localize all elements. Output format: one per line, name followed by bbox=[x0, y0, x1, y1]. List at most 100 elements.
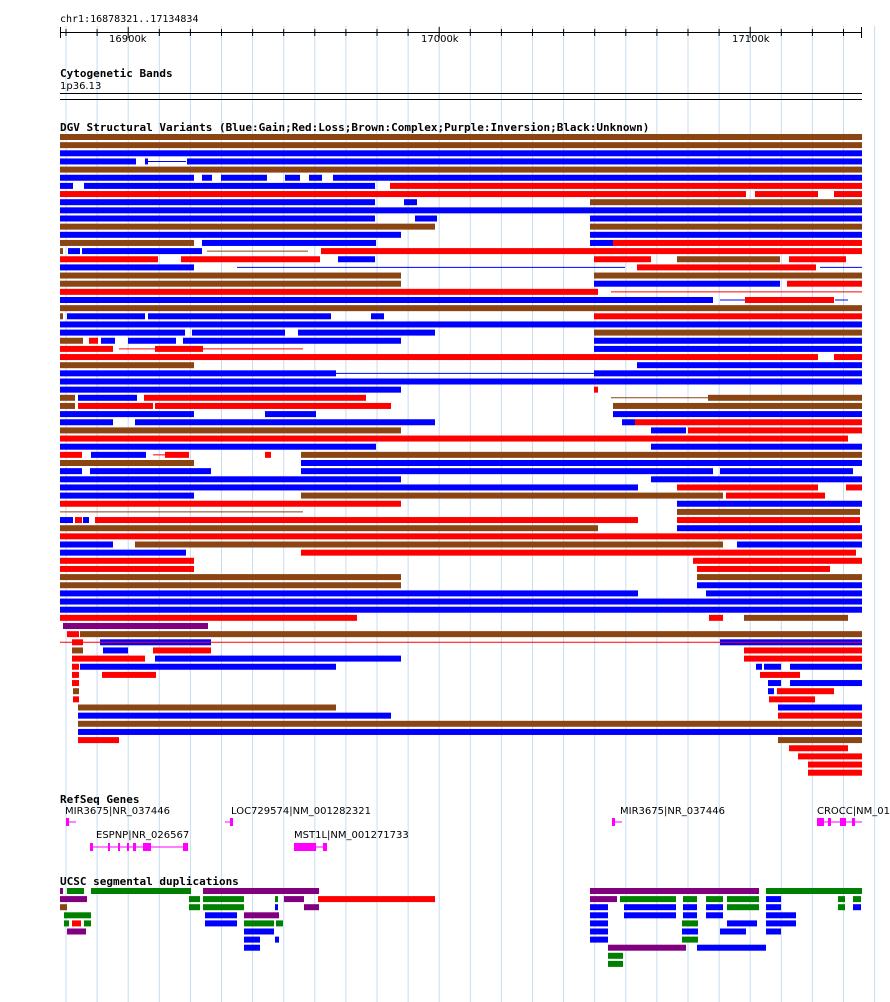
espnp-gene-exon bbox=[118, 843, 120, 851]
sv-feature bbox=[221, 174, 267, 181]
segdup-feature bbox=[608, 952, 623, 959]
segdup-feature bbox=[244, 936, 260, 943]
sv-feature bbox=[72, 663, 79, 670]
segdup-feature bbox=[67, 928, 86, 935]
sv-feature bbox=[590, 239, 613, 246]
sv-feature bbox=[78, 720, 862, 727]
sv-feature bbox=[677, 484, 818, 491]
gene-label-mir3675-right[interactable]: MIR3675|NR_037446 bbox=[620, 806, 725, 817]
segdup-feature bbox=[189, 896, 200, 903]
segdup-feature bbox=[766, 928, 781, 935]
sv-feature bbox=[846, 484, 862, 491]
refseq-track-title[interactable]: RefSeq Genes bbox=[60, 793, 140, 806]
sv-feature bbox=[301, 549, 856, 556]
segdup-track[interactable] bbox=[0, 880, 890, 1000]
sv-feature bbox=[594, 329, 862, 336]
sv-feature bbox=[60, 223, 435, 230]
sv-feature bbox=[726, 492, 825, 499]
dgv-track[interactable] bbox=[0, 130, 890, 790]
mir3675-left-gene-exon bbox=[66, 818, 69, 826]
sv-feature bbox=[60, 549, 186, 556]
sv-feature bbox=[778, 712, 862, 719]
sv-feature bbox=[594, 337, 862, 344]
sv-feature bbox=[755, 191, 818, 198]
gene-label-mir3675-left[interactable]: MIR3675|NR_037446 bbox=[65, 806, 170, 817]
refseq-track[interactable] bbox=[0, 800, 890, 860]
sv-feature bbox=[594, 345, 862, 352]
sv-feature bbox=[594, 313, 862, 320]
sv-feature bbox=[78, 737, 119, 744]
gene-label-mst1l[interactable]: MST1L|NM_001271733 bbox=[294, 830, 409, 841]
segdup-feature bbox=[203, 904, 244, 911]
sv-feature bbox=[697, 574, 862, 581]
sv-feature bbox=[637, 362, 862, 369]
sv-feature bbox=[78, 728, 862, 735]
segdup-track-title[interactable]: UCSC segmental duplications bbox=[60, 875, 239, 888]
sv-feature bbox=[790, 680, 862, 687]
sv-feature bbox=[778, 704, 862, 711]
segdup-feature bbox=[590, 888, 759, 894]
dgv-track-title[interactable]: DGV Structural Variants (Blue:Gain;Red:L… bbox=[60, 121, 650, 134]
sv-feature bbox=[67, 631, 79, 638]
gene-label-espnp[interactable]: ESPNP|NR_026567 bbox=[96, 830, 190, 841]
sv-feature bbox=[60, 484, 638, 491]
cytoband-track[interactable] bbox=[0, 90, 890, 102]
cytoband-track-title[interactable]: Cytogenetic Bands bbox=[60, 67, 173, 80]
sv-feature bbox=[60, 297, 713, 303]
segdup-feature bbox=[706, 896, 723, 903]
sv-feature bbox=[613, 402, 862, 409]
sv-feature bbox=[590, 199, 862, 206]
sv-feature bbox=[60, 525, 598, 532]
crocc-gene-exon bbox=[840, 818, 846, 826]
sv-feature bbox=[192, 329, 285, 336]
sv-feature bbox=[338, 256, 375, 263]
sv-feature bbox=[301, 468, 713, 475]
segdup-feature bbox=[838, 896, 845, 903]
sv-feature bbox=[60, 313, 63, 320]
sv-feature bbox=[187, 158, 862, 165]
segdup-feature bbox=[276, 920, 283, 927]
sv-feature bbox=[60, 541, 113, 548]
segdup-feature bbox=[608, 944, 686, 951]
sv-feature bbox=[68, 248, 80, 255]
sv-feature bbox=[60, 435, 848, 442]
sv-feature bbox=[60, 199, 375, 206]
coordinate-ruler[interactable] bbox=[0, 25, 890, 75]
sv-feature bbox=[677, 508, 860, 515]
gene-label-crocc[interactable]: CROCC|NM_014 bbox=[817, 806, 890, 817]
segdup-feature bbox=[244, 928, 274, 935]
segdup-feature bbox=[72, 920, 81, 927]
sv-feature bbox=[155, 402, 391, 409]
sv-feature bbox=[60, 582, 401, 589]
sv-feature bbox=[60, 402, 75, 409]
sv-feature bbox=[789, 745, 848, 752]
segdup-feature bbox=[727, 904, 759, 911]
sv-feature bbox=[651, 443, 862, 450]
crocc-gene-exon bbox=[828, 818, 831, 826]
sv-feature bbox=[651, 427, 686, 434]
segdup-feature bbox=[766, 888, 862, 894]
sv-feature bbox=[787, 280, 862, 287]
sv-feature bbox=[60, 280, 401, 287]
sv-feature bbox=[60, 500, 401, 507]
sv-feature bbox=[790, 663, 862, 670]
sv-feature bbox=[285, 174, 300, 181]
sv-feature bbox=[83, 517, 89, 524]
espnp-gene-exon bbox=[183, 843, 188, 851]
sv-feature bbox=[89, 337, 98, 344]
sv-feature bbox=[153, 647, 211, 654]
sv-feature bbox=[202, 239, 376, 246]
sv-feature bbox=[75, 517, 82, 524]
segdup-feature bbox=[838, 904, 845, 911]
sv-feature bbox=[60, 565, 194, 572]
sv-feature bbox=[594, 256, 651, 263]
sv-feature bbox=[744, 647, 862, 654]
sv-feature bbox=[60, 150, 862, 157]
sv-feature bbox=[60, 394, 75, 401]
gene-label-loc729574[interactable]: LOC729574|NM_001282321 bbox=[231, 806, 371, 817]
sv-feature bbox=[301, 451, 862, 458]
sv-feature bbox=[265, 411, 316, 418]
segdup-feature bbox=[284, 896, 304, 903]
sv-feature bbox=[148, 313, 331, 320]
